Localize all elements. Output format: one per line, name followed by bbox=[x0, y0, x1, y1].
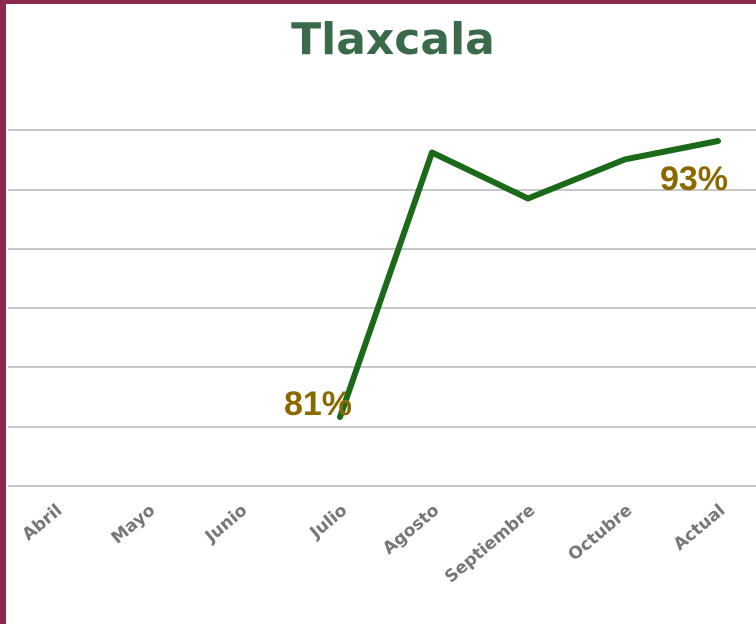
x-tick-label: Octubre bbox=[564, 501, 636, 566]
x-tick-label: Julio bbox=[306, 501, 352, 544]
x-tick-label: Actual bbox=[670, 501, 729, 555]
x-tick-label: Mayo bbox=[108, 501, 160, 549]
x-tick-label: Junio bbox=[201, 501, 251, 548]
data-labels: 81% 93% bbox=[284, 160, 728, 423]
x-tick-label: Agosto bbox=[379, 501, 443, 559]
x-tick-label: Septiembre bbox=[441, 501, 539, 588]
gridlines bbox=[8, 129, 756, 487]
data-label: 81% bbox=[284, 385, 352, 423]
series bbox=[337, 138, 721, 420]
x-tick-label: Abril bbox=[19, 501, 67, 545]
data-label: 93% bbox=[660, 160, 728, 198]
chart-title: Tlaxcala bbox=[291, 14, 495, 65]
